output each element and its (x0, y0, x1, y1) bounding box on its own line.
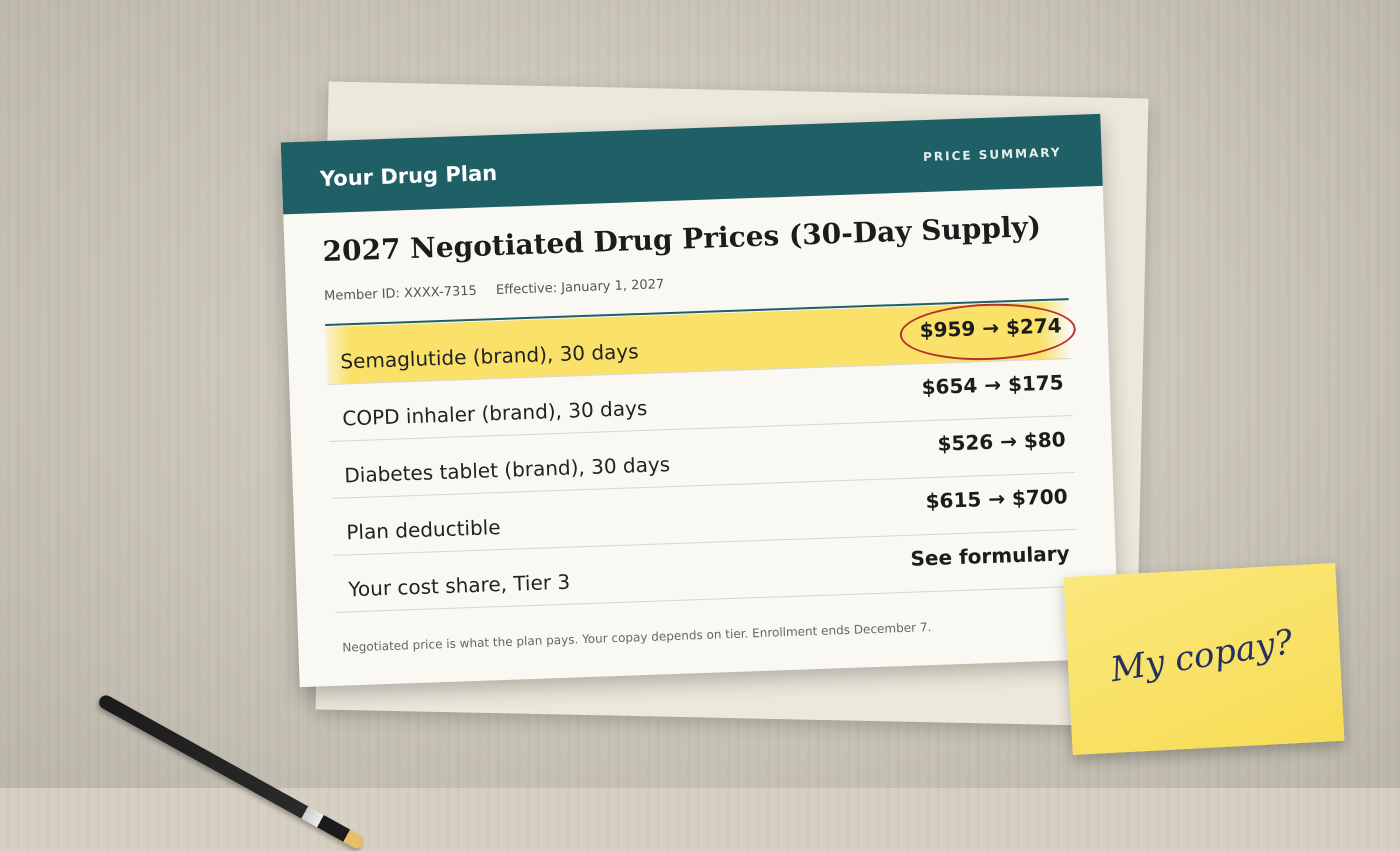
price-card: Your Drug Plan PRICE SUMMARY 2027 Negoti… (280, 113, 1120, 688)
row-value: $615 → $700 (925, 484, 1068, 514)
member-id: Member ID: XXXX-7315 (323, 283, 478, 305)
row-label: Your cost share, Tier 3 (347, 569, 571, 602)
header-title: Your Drug Plan (319, 160, 498, 192)
sticky-note-text: My copay? (1107, 621, 1296, 691)
row-label: Diabetes tablet (brand), 30 days (343, 452, 671, 488)
row-value: $526 → $80 (937, 427, 1066, 456)
effective-date: Effective: January 1, 2027 (495, 277, 665, 299)
circle-annotation (898, 300, 1077, 363)
row-label: Semaglutide (brand), 30 days (340, 339, 639, 374)
header-label: PRICE SUMMARY (922, 145, 1062, 165)
row-value: See formulary (910, 541, 1070, 571)
row-value: $654 → $175 (921, 370, 1065, 400)
row-label: Plan deductible (345, 515, 501, 545)
footnote: Negotiated price is what the plan pays. … (342, 620, 932, 655)
sticky-note: My copay? (1063, 563, 1345, 755)
document-title: 2027 Negotiated Drug Prices (30-Day Supp… (321, 210, 1042, 269)
row-label: COPD inhaler (brand), 30 days (341, 395, 648, 431)
